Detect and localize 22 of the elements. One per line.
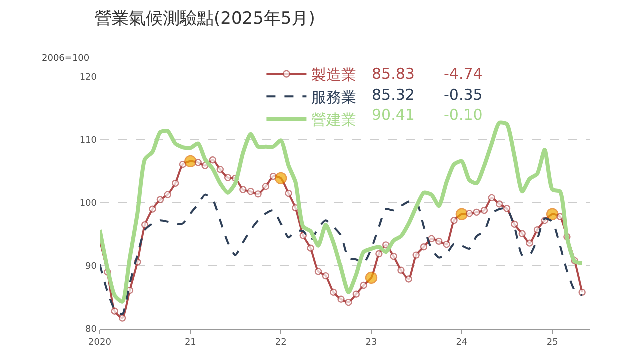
annotation: 85.32 <box>372 86 415 104</box>
y-axis-title: 2006=100 <box>42 54 90 64</box>
annotation: -4.74 <box>444 65 483 83</box>
annotation: 85.83 <box>372 65 415 83</box>
legend-label: 製造業 <box>312 66 357 84</box>
y-tick-label: 90 <box>86 262 98 272</box>
x-tick-label: 25 <box>546 338 558 348</box>
annotation: 90.41 <box>372 106 415 124</box>
legend-label: 服務業 <box>312 88 357 106</box>
x-tick-label: 24 <box>456 338 468 348</box>
y-tick-label: 80 <box>86 325 98 336</box>
x-tick-label: 21 <box>184 338 196 348</box>
y-tick-label: 110 <box>80 136 98 146</box>
y-tick-label: 100 <box>80 199 98 210</box>
chart-title: 營業氣候測驗點(2025年5月) <box>95 8 316 29</box>
annotation: -0.35 <box>444 86 483 104</box>
x-tick-label: 23 <box>366 338 378 348</box>
y-tick-label: 120 <box>80 73 98 84</box>
x-tick-label: 2020 <box>88 338 112 348</box>
annotation: -0.10 <box>444 106 483 124</box>
legend-label: 營建業 <box>312 110 357 129</box>
x-tick-label: 22 <box>275 338 287 348</box>
